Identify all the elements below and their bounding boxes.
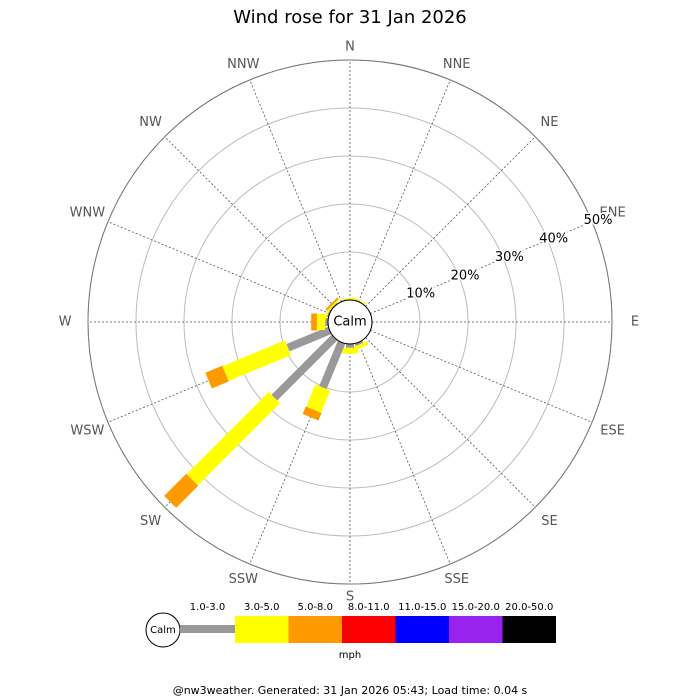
legend-unit: mph	[339, 650, 361, 661]
bar-segment	[205, 365, 229, 389]
chart-title: Wind rose for 31 Jan 2026	[233, 7, 467, 28]
direction-label: ENE	[600, 206, 626, 221]
legend-label: 15.0-20.0	[452, 602, 500, 613]
legend-swatch	[288, 616, 342, 643]
direction-label: W	[59, 315, 72, 330]
legend-swatch	[342, 616, 396, 643]
bar-segment	[325, 297, 339, 311]
direction-label: NE	[540, 115, 558, 130]
spoke	[365, 136, 536, 307]
spoke	[358, 79, 451, 302]
bar-segment	[164, 473, 199, 508]
direction-label: NW	[139, 115, 162, 130]
spoke	[164, 136, 335, 307]
bar-segment	[319, 340, 346, 390]
legend-swatch	[449, 616, 503, 643]
legend-label: 20.0-50.0	[505, 602, 553, 613]
spoke	[358, 342, 451, 565]
bar-segment	[286, 326, 332, 352]
legend-label: 1.0-3.0	[190, 602, 225, 613]
legend-swatch	[235, 616, 289, 643]
legend-swatch	[180, 625, 235, 633]
spoke	[107, 221, 330, 314]
direction-label: S	[346, 590, 354, 605]
direction-label: SSE	[444, 572, 469, 587]
direction-label: WSW	[70, 423, 104, 438]
r-tick-label: 50%	[584, 213, 613, 228]
direction-label: N	[345, 40, 355, 55]
bar-segment	[302, 406, 322, 421]
bar-segment	[351, 341, 369, 352]
r-tick-label: 10%	[406, 287, 435, 302]
bar-segment	[186, 391, 281, 486]
bar-segment	[271, 334, 338, 401]
direction-label: SSW	[229, 572, 259, 587]
direction-label: SE	[541, 514, 557, 529]
r-tick-label: 20%	[451, 268, 480, 283]
bar-segment	[323, 304, 332, 321]
bar-segment	[306, 384, 331, 413]
spoke	[249, 79, 342, 302]
legend-calm-label: Calm	[150, 625, 176, 636]
calm-circle	[327, 299, 373, 345]
legend-label: 8.0-11.0	[348, 602, 390, 613]
spoke	[370, 221, 593, 314]
spoke	[370, 330, 593, 423]
r-tick-label: 40%	[539, 232, 568, 247]
legend-swatch	[395, 616, 449, 643]
direction-label: NNE	[443, 57, 471, 72]
bar-segment	[327, 299, 340, 312]
bar-segment	[222, 340, 292, 381]
legend-label: 11.0-15.0	[398, 602, 446, 613]
legend-label: 5.0-8.0	[298, 602, 333, 613]
legend-swatch	[502, 616, 556, 643]
footer: @nw3weather. Generated: 31 Jan 2026 05:4…	[173, 684, 528, 697]
direction-label: ESE	[600, 423, 625, 438]
direction-label: SW	[140, 514, 161, 529]
r-tick-label: 30%	[495, 250, 524, 265]
direction-label: E	[631, 315, 639, 330]
legend-label: 3.0-5.0	[244, 602, 279, 613]
calm-label: Calm	[333, 315, 366, 330]
direction-label: WNW	[70, 206, 106, 221]
outer-ring	[87, 59, 613, 585]
spoke	[365, 337, 536, 508]
direction-label: NNW	[227, 57, 259, 72]
